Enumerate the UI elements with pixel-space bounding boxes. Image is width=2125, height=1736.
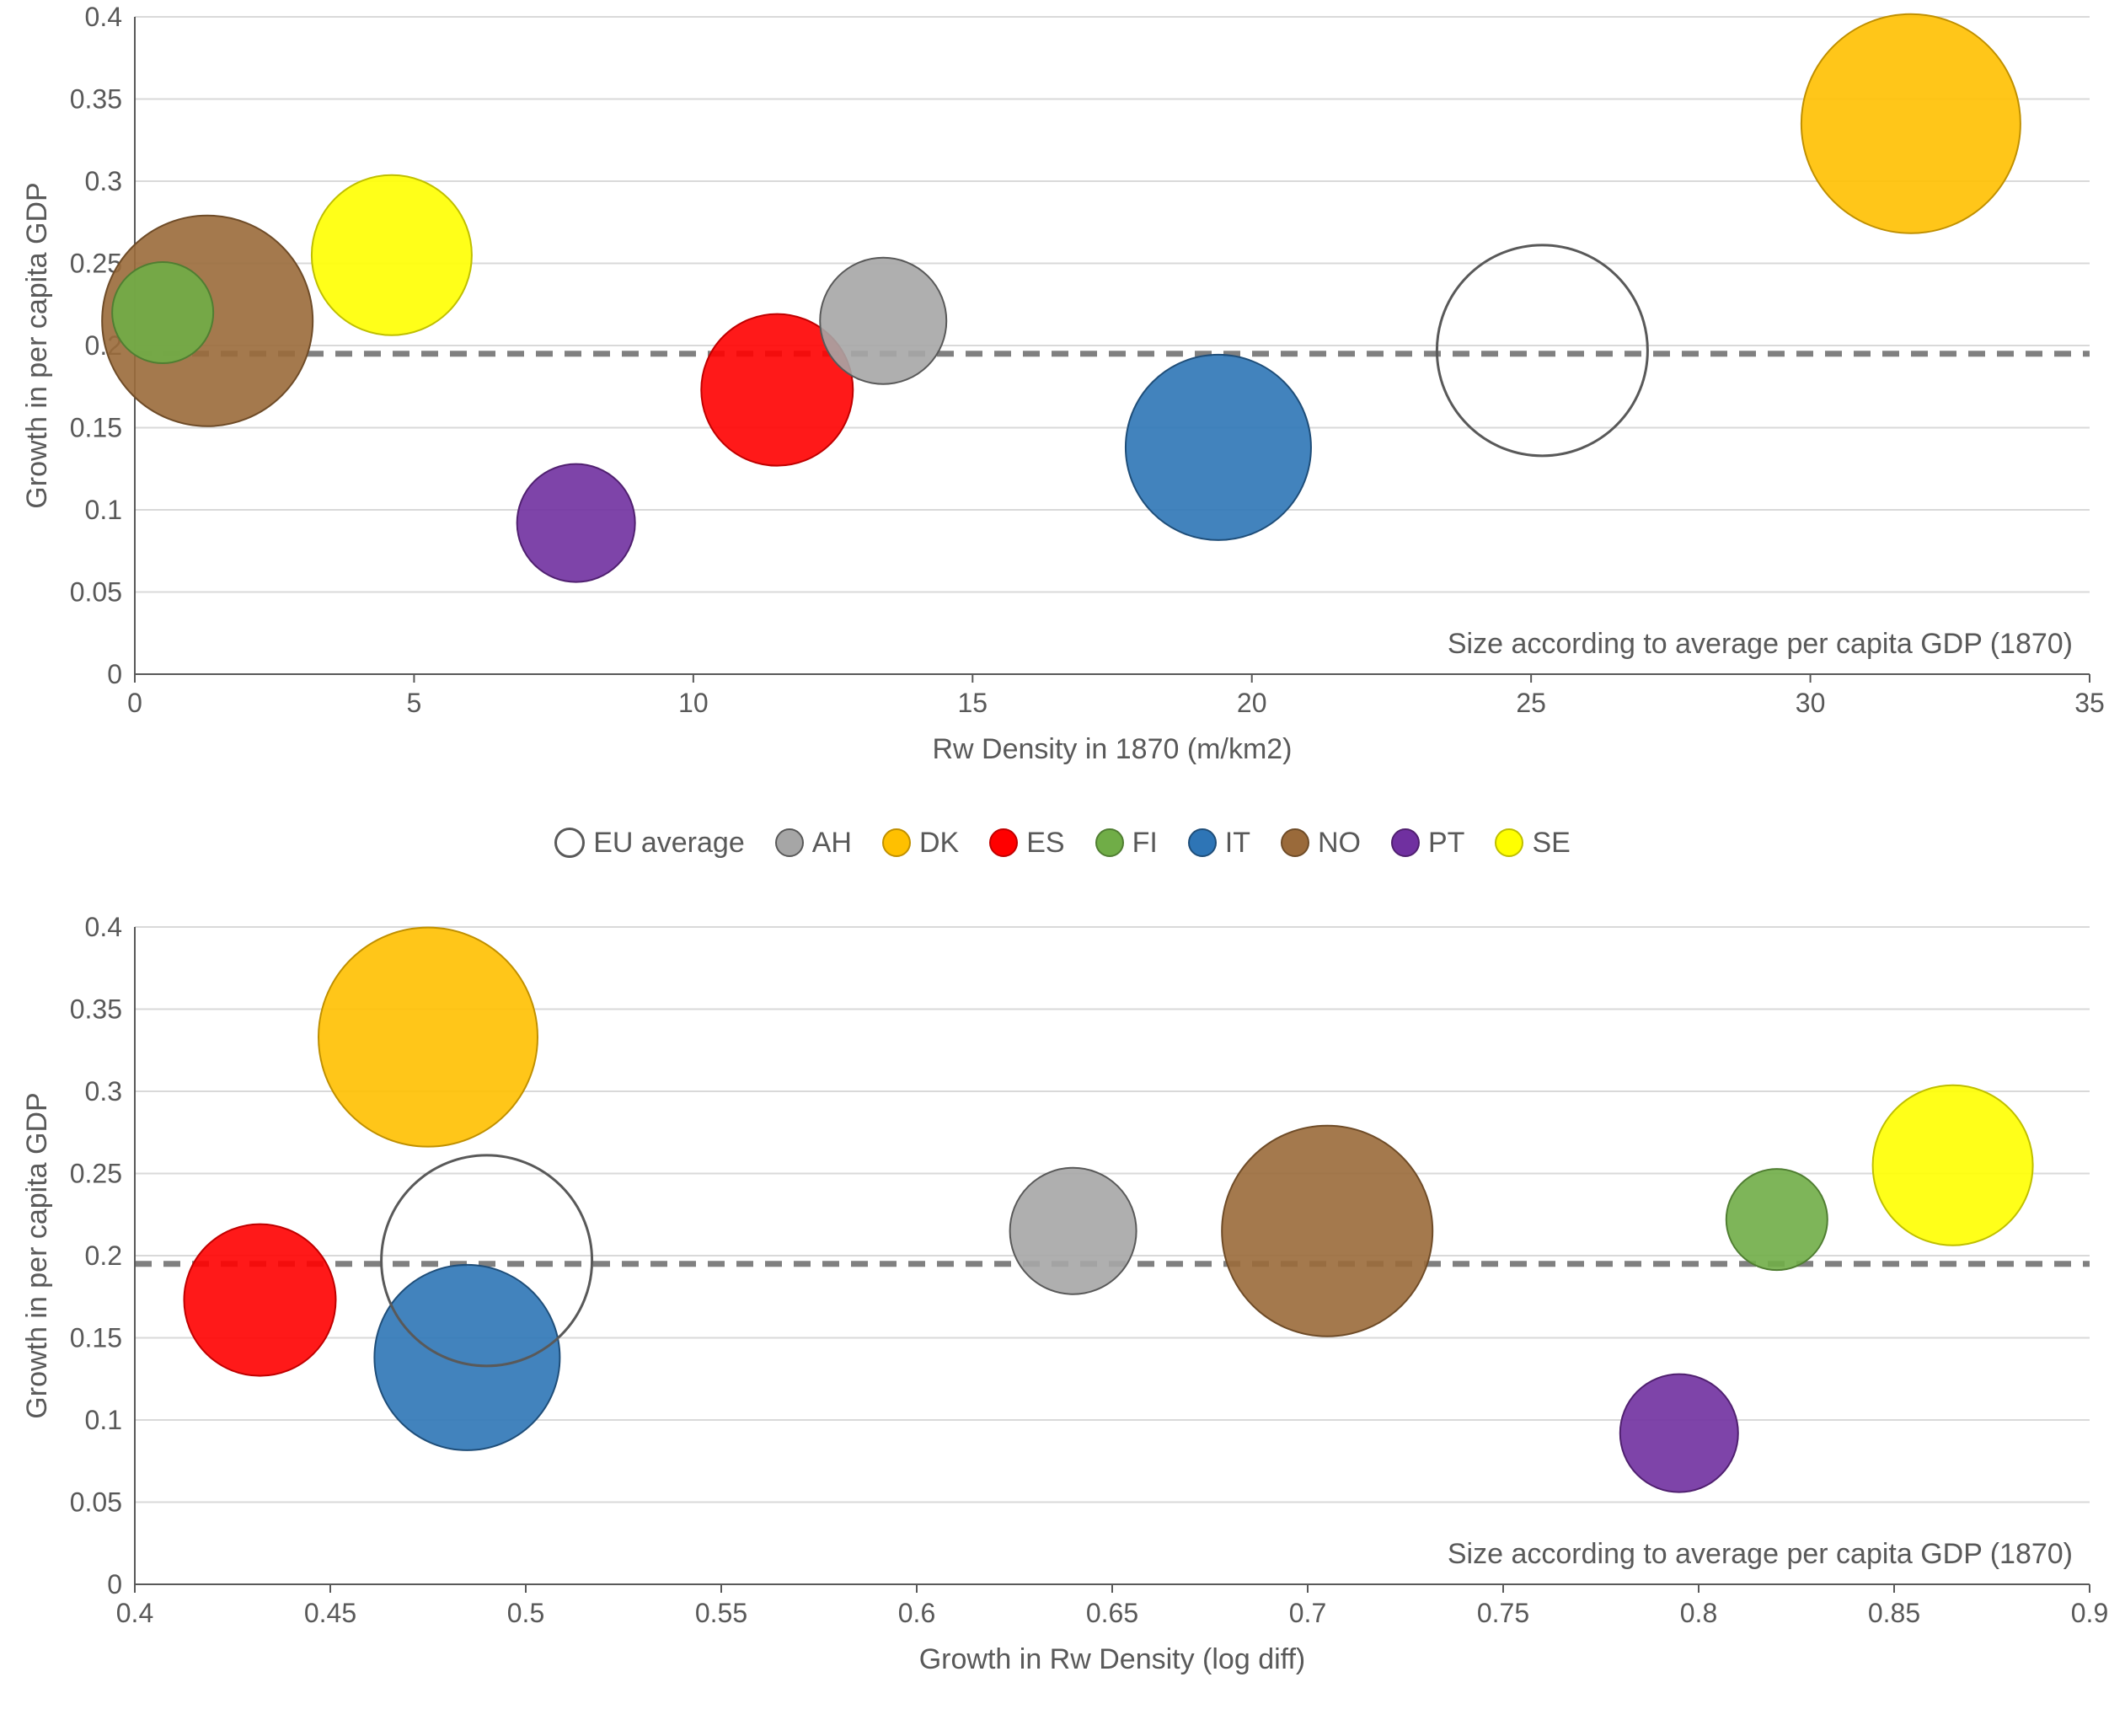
legend-item-NO: NO: [1281, 827, 1361, 860]
legend-label-SE: SE: [1532, 827, 1570, 860]
ytick-label: 0.15: [70, 1323, 122, 1353]
bubble-PT: [517, 464, 635, 582]
annotation-text: Size according to average per capita GDP…: [1448, 1538, 2073, 1570]
legend-label-AH: AH: [812, 827, 852, 860]
xtick-label: 0.6: [898, 1598, 935, 1628]
panel-wrap-top: 00.050.10.150.20.250.30.350.405101520253…: [0, 0, 2125, 809]
bubble-NO: [1222, 1126, 1432, 1337]
xtick-label: 0.7: [1289, 1598, 1326, 1628]
xtick-label: 15: [957, 688, 988, 718]
xtick-label: 0.8: [1680, 1598, 1717, 1628]
ytick-label: 0.05: [70, 1487, 122, 1518]
legend-label-DK: DK: [919, 827, 959, 860]
panel-bottom: 0 0.05 0.1 0.15 0.2 0.25 0.3 0.35 0.4 0.4 0.45 0.5 0…: [0, 910, 2125, 1719]
ytick-label: 0.1: [85, 495, 122, 525]
legend-label-NO: NO: [1318, 827, 1361, 860]
legend-item-EU: EU average: [554, 827, 745, 860]
xtick-label: 30: [1796, 688, 1826, 718]
xtick-label: 0.65: [1086, 1598, 1138, 1628]
xtick-label: 0: [127, 688, 142, 718]
bubble-IT: [374, 1265, 559, 1450]
xtick-label: 35: [2074, 688, 2105, 718]
legend-label-FI: FI: [1132, 827, 1158, 860]
legend-marker-IT: [1188, 828, 1217, 857]
legend-label-IT: IT: [1225, 827, 1250, 860]
ytick-label: 0: [107, 1569, 122, 1599]
annotation-text: Size according to average per capita GDP…: [1448, 628, 2073, 660]
ytick-label: 0.25: [70, 1159, 122, 1189]
legend-label-PT: PT: [1428, 827, 1464, 860]
bubble-ES: [184, 1224, 335, 1376]
legend-item-IT: IT: [1188, 827, 1250, 860]
bubble-EU: [1437, 245, 1647, 456]
legend: EU average AH DK ES FI IT NO PT SE: [0, 817, 2125, 868]
ytick-label: 0.15: [70, 413, 122, 443]
ytick-label: 0.4: [85, 2, 122, 32]
ytick-label: 0.3: [85, 166, 122, 196]
xtick-label: 0.45: [304, 1598, 356, 1628]
ylabel: Growth in per capita GDP: [21, 1092, 53, 1418]
xtick-label: 0.85: [1868, 1598, 1920, 1628]
legend-item-DK: DK: [882, 827, 959, 860]
legend-marker-AH: [775, 828, 804, 857]
bubble-DK: [318, 928, 538, 1147]
xtick-label: 0.4: [116, 1598, 153, 1628]
bubble-FI: [112, 262, 213, 363]
bubble-IT: [1126, 355, 1311, 540]
ytick-label: 0.35: [70, 994, 122, 1025]
bubble-SE: [312, 175, 472, 335]
panel-wrap-bottom: 0 0.05 0.1 0.15 0.2 0.25 0.3 0.35 0.4 0.4 0.45 0.5 0…: [0, 910, 2125, 1719]
legend-marker-NO: [1281, 828, 1309, 857]
bubble-FI: [1726, 1169, 1828, 1270]
ytick-label: 0.05: [70, 577, 122, 608]
bubble-AH: [1010, 1168, 1137, 1294]
legend-marker-PT: [1391, 828, 1420, 857]
xtick-label: 0.55: [695, 1598, 747, 1628]
bubble-PT: [1620, 1374, 1738, 1492]
xtick-label: 0.9: [2071, 1598, 2108, 1628]
bubble-DK: [1801, 14, 2021, 233]
legend-marker-ES: [989, 828, 1018, 857]
ytick-label: 0.3: [85, 1076, 122, 1106]
bubble-AH: [820, 258, 946, 384]
xtick-label: 25: [1516, 688, 1546, 718]
ytick-label: 0.35: [70, 84, 122, 115]
bubble-SE: [1873, 1085, 2033, 1246]
legend-label-EU: EU average: [593, 827, 745, 860]
xtick-label: 0.5: [507, 1598, 544, 1628]
ylabel: Growth in per capita GDP: [21, 182, 53, 508]
ytick-label: 0.2: [85, 1240, 122, 1271]
panel-top: 00.050.10.150.20.250.30.350.405101520253…: [0, 0, 2125, 809]
xtick-label: 10: [678, 688, 709, 718]
ytick-label: 0: [107, 659, 122, 689]
xtick-label: 0.75: [1477, 1598, 1529, 1628]
legend-label-ES: ES: [1026, 827, 1064, 860]
legend-item-SE: SE: [1495, 827, 1570, 860]
xlabel: Growth in Rw Density (log diff): [919, 1643, 1306, 1675]
ytick-label: 0.1: [85, 1405, 122, 1435]
legend-item-FI: FI: [1095, 827, 1158, 860]
legend-item-ES: ES: [989, 827, 1064, 860]
legend-item-AH: AH: [775, 827, 852, 860]
legend-marker-SE: [1495, 828, 1523, 857]
xlabel: Rw Density in 1870 (m/km2): [932, 733, 1292, 765]
legend-marker-EU: [554, 828, 585, 858]
legend-marker-FI: [1095, 828, 1124, 857]
legend-item-PT: PT: [1391, 827, 1464, 860]
chart-container: 00.050.10.150.20.250.30.350.405101520253…: [0, 0, 2125, 1736]
ytick-label: 0.4: [85, 912, 122, 942]
legend-marker-DK: [882, 828, 911, 857]
xtick-label: 20: [1237, 688, 1267, 718]
xtick-label: 5: [407, 688, 422, 718]
